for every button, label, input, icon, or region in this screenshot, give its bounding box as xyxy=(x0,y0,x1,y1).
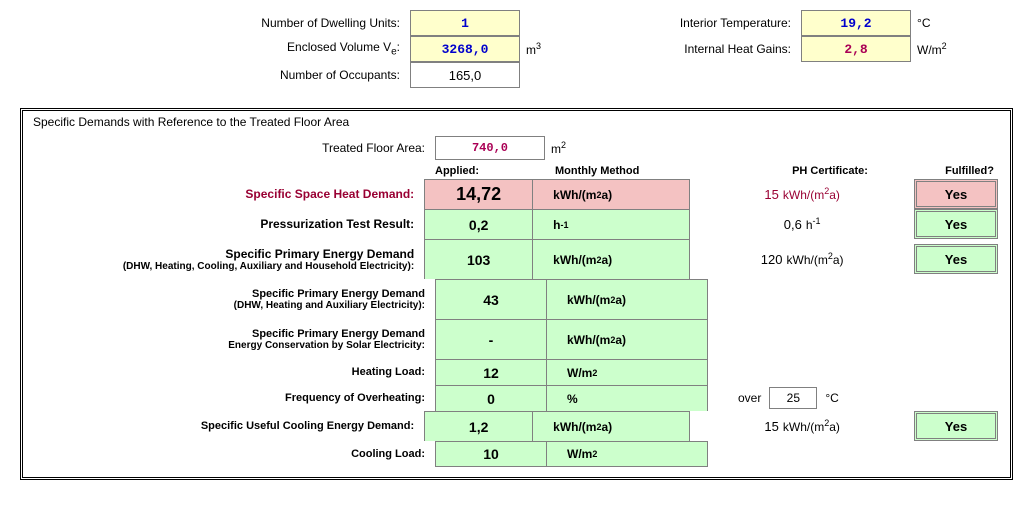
unit-cell: h-1 xyxy=(533,209,690,239)
fulfilled-cell xyxy=(938,279,1004,319)
interior-temp-unit: °C xyxy=(911,16,930,30)
fulfilled-cell xyxy=(938,319,1004,359)
fulfilled-cell: Yes xyxy=(914,411,1004,441)
unit-cell: W/m2 xyxy=(547,359,708,385)
enclosed-volume-value[interactable]: 3268,0 xyxy=(410,36,520,62)
applied-value: 0,2 xyxy=(424,209,533,239)
demand-row: Frequency of Overheating:0%over25°C xyxy=(29,385,1004,411)
top-parameters: Number of Dwelling Units: 1 Enclosed Vol… xyxy=(20,10,1013,88)
demands-table: Specific Space Heat Demand:14,72kWh/(m2a… xyxy=(29,179,1004,467)
dwelling-units-label: Number of Dwelling Units: xyxy=(20,16,410,30)
applied-value: 1,2 xyxy=(424,411,533,441)
fulfilled-cell: Yes xyxy=(914,239,1004,279)
demand-row: Specific Useful Cooling Energy Demand:1,… xyxy=(29,411,1004,441)
demand-label: Heating Load: xyxy=(29,359,435,385)
demand-row: Specific Primary Energy Demand(DHW, Heat… xyxy=(29,239,1004,279)
demand-label: Specific Primary Energy Demand(DHW, Heat… xyxy=(29,239,424,279)
applied-value: 12 xyxy=(435,359,547,385)
fulfilled-box: Yes xyxy=(914,179,998,209)
heat-gains-unit: W/m2 xyxy=(911,41,947,57)
cert-cell: 15 kWh/(m2a) xyxy=(690,179,914,209)
header-cert: PH Certificate: xyxy=(715,165,945,177)
cert-cell: over25°C xyxy=(708,385,968,411)
column-headers: Applied: Monthly Method PH Certificate: … xyxy=(29,165,1004,177)
tfa-value[interactable]: 740,0 xyxy=(435,136,545,160)
demand-label: Frequency of Overheating: xyxy=(29,385,435,411)
fulfilled-cell xyxy=(968,385,1004,411)
cert-cell xyxy=(708,319,938,359)
cert-cell xyxy=(708,359,938,385)
fulfilled-cell xyxy=(938,441,1004,467)
tfa-unit: m2 xyxy=(545,140,566,156)
header-applied: Applied: xyxy=(435,165,555,177)
cert-cell: 0,6 h-1 xyxy=(690,209,914,239)
interior-temp-value[interactable]: 19,2 xyxy=(801,10,911,36)
interior-temp-label: Interior Temperature: xyxy=(671,16,801,30)
fulfilled-box: Yes xyxy=(914,244,998,274)
demand-label: Specific Primary Energy DemandEnergy Con… xyxy=(29,319,435,359)
applied-value: 43 xyxy=(435,279,547,319)
fulfilled-cell xyxy=(938,359,1004,385)
demand-row: Heating Load:12W/m2 xyxy=(29,359,1004,385)
unit-cell: kWh/(m2a) xyxy=(547,279,708,319)
unit-cell: kWh/(m2a) xyxy=(533,411,690,441)
left-params: Number of Dwelling Units: 1 Enclosed Vol… xyxy=(20,10,541,88)
right-params: Interior Temperature: 19,2 °C Internal H… xyxy=(671,10,947,88)
fulfilled-cell: Yes xyxy=(914,209,1004,239)
demand-row: Pressurization Test Result:0,2h-10,6 h-1… xyxy=(29,209,1004,239)
demand-row: Specific Primary Energy Demand(DHW, Heat… xyxy=(29,279,1004,319)
fulfilled-cell: Yes xyxy=(914,179,1004,209)
demand-label: Cooling Load: xyxy=(29,441,435,467)
unit-cell: % xyxy=(547,385,708,411)
cert-cell xyxy=(708,441,938,467)
demand-label: Specific Primary Energy Demand(DHW, Heat… xyxy=(29,279,435,319)
occupants-value: 165,0 xyxy=(410,62,520,88)
unit-cell: kWh/(m2a) xyxy=(533,239,690,279)
cert-cell: 15 kWh/(m2a) xyxy=(690,411,914,441)
header-fulfilled: Fulfilled? xyxy=(945,165,1004,177)
enclosed-volume-unit: m3 xyxy=(520,41,541,57)
enclosed-volume-label: Enclosed Volume Ve: xyxy=(20,40,410,57)
dwelling-units-value[interactable]: 1 xyxy=(410,10,520,36)
panel-title: Specific Demands with Reference to the T… xyxy=(29,113,1004,135)
applied-value: 10 xyxy=(435,441,547,467)
specific-demands-panel: Specific Demands with Reference to the T… xyxy=(20,108,1013,480)
unit-cell: W/m2 xyxy=(547,441,708,467)
applied-value: - xyxy=(435,319,547,359)
header-monthly: Monthly Method xyxy=(555,165,715,177)
demand-row: Cooling Load:10W/m2 xyxy=(29,441,1004,467)
over-temp-value[interactable]: 25 xyxy=(769,387,817,409)
demand-label: Specific Space Heat Demand: xyxy=(29,179,424,209)
fulfilled-box: Yes xyxy=(914,209,998,239)
fulfilled-box: Yes xyxy=(914,411,998,441)
demand-row: Specific Space Heat Demand:14,72kWh/(m2a… xyxy=(29,179,1004,209)
treated-floor-area-row: Treated Floor Area: 740,0 m2 xyxy=(29,135,1004,161)
applied-value: 103 xyxy=(424,239,533,279)
demand-label: Pressurization Test Result: xyxy=(29,209,424,239)
tfa-label: Treated Floor Area: xyxy=(29,141,435,155)
cert-cell: 120 kWh/(m2a) xyxy=(690,239,914,279)
unit-cell: kWh/(m2a) xyxy=(533,179,690,209)
applied-value: 0 xyxy=(435,385,547,411)
unit-cell: kWh/(m2a) xyxy=(547,319,708,359)
demand-row: Specific Primary Energy DemandEnergy Con… xyxy=(29,319,1004,359)
cert-cell xyxy=(708,279,938,319)
demand-label: Specific Useful Cooling Energy Demand: xyxy=(29,411,424,441)
heat-gains-label: Internal Heat Gains: xyxy=(671,42,801,56)
heat-gains-value[interactable]: 2,8 xyxy=(801,36,911,62)
applied-value: 14,72 xyxy=(424,179,533,209)
occupants-label: Number of Occupants: xyxy=(20,68,410,82)
